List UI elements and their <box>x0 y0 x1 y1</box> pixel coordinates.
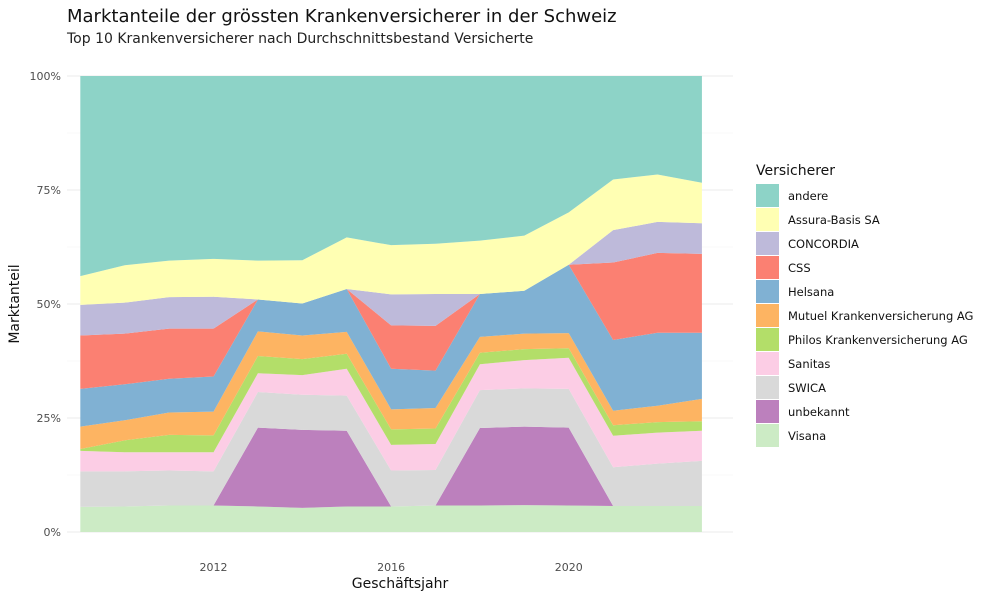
legend-swatch-visana <box>756 424 779 447</box>
legend-label-mutuel-krankenversicherung-ag: Mutuel Krankenversicherung AG <box>788 309 973 323</box>
legend-swatch-sanitas <box>756 352 779 375</box>
legend-swatch-css <box>756 256 779 279</box>
x-tick-label: 2020 <box>555 561 583 574</box>
area-css <box>80 252 702 389</box>
area-helsana <box>80 264 702 427</box>
y-tick-label: 75% <box>37 184 61 197</box>
y-axis-title: Marktanteil <box>7 264 23 343</box>
legend-label-assura-basis-sa: Assura-Basis SA <box>788 213 880 227</box>
legend-swatch-philos-krankenversicherung-ag <box>756 328 779 351</box>
y-tick-label: 0% <box>44 526 61 539</box>
area-philos-krankenversicherung-ag <box>80 348 702 453</box>
area-andere <box>80 76 702 277</box>
legend-swatch-swica <box>756 376 779 399</box>
legend-swatch-assura-basis-sa <box>756 208 779 231</box>
legend-label-andere: andere <box>788 189 828 203</box>
area-mutuel-krankenversicherung-ag <box>80 331 702 450</box>
area-sanitas <box>80 357 702 472</box>
area-assura-basis-sa <box>80 174 702 305</box>
area-unbekannt <box>80 426 702 508</box>
y-tick-label: 25% <box>37 412 61 425</box>
y-tick-label: 100% <box>30 70 61 83</box>
legend-label-visana: Visana <box>788 429 826 443</box>
legend-label-swica: SWICA <box>788 381 826 395</box>
x-axis-ticks: 2012 2016 2020 <box>200 561 583 574</box>
legend-label-concordia: CONCORDIA <box>788 237 859 251</box>
legend-label-unbekannt: unbekannt <box>788 405 850 419</box>
legend-swatch-mutuel-krankenversicherung-ag <box>756 304 779 327</box>
y-tick-label: 50% <box>37 298 61 311</box>
legend-swatch-unbekannt <box>756 400 779 423</box>
legend-swatch-helsana <box>756 280 779 303</box>
chart-title: Marktanteile der grössten Krankenversich… <box>67 6 617 27</box>
x-axis-title: Geschäftsjahr <box>352 576 449 592</box>
area-concordia <box>80 221 702 336</box>
x-tick-label: 2012 <box>200 561 228 574</box>
chart-subtitle: Top 10 Krankenversicherer nach Durchschn… <box>66 31 533 47</box>
area-visana <box>80 505 702 532</box>
legend-label-helsana: Helsana <box>788 285 834 299</box>
legend-title: Versicherer <box>756 163 835 179</box>
x-tick-label: 2016 <box>377 561 405 574</box>
y-axis-ticks: 0% 25% 50% 75% 100% <box>30 70 61 539</box>
stacked-areas <box>80 76 702 532</box>
legend-swatch-concordia <box>756 232 779 255</box>
area-swica <box>80 388 702 507</box>
legend-label-sanitas: Sanitas <box>788 357 830 371</box>
legend-swatch-andere <box>756 184 779 207</box>
legend: Versicherer andere Assura-Basis SA CONCORD… <box>756 163 973 447</box>
legend-label-css: CSS <box>788 261 811 275</box>
legend-label-philos-krankenversicherung-ag: Philos Krankenversicherung AG <box>788 333 968 347</box>
